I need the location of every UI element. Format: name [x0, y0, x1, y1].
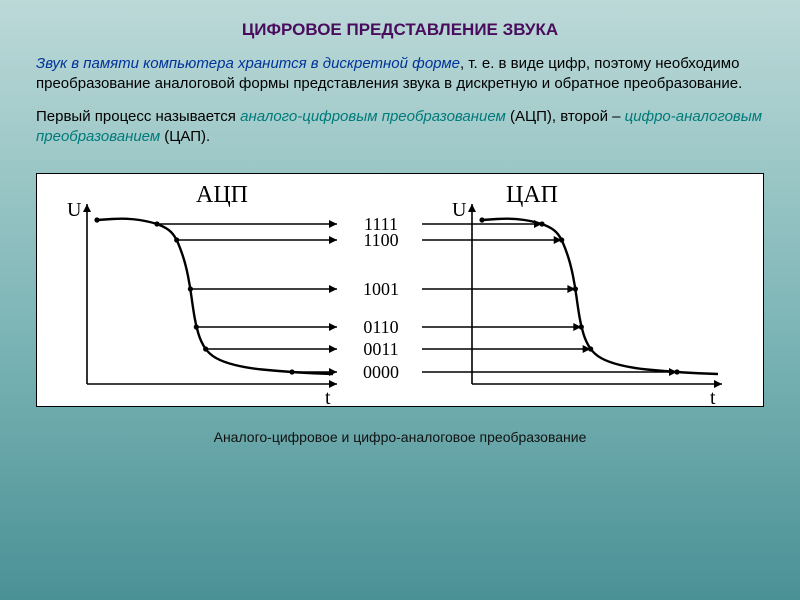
- svg-text:0011: 0011: [363, 339, 398, 359]
- svg-text:1100: 1100: [363, 230, 398, 250]
- figure-caption: Аналого-цифровое и цифро-аналоговое прео…: [36, 429, 764, 445]
- svg-text:1001: 1001: [363, 279, 399, 299]
- svg-text:U: U: [67, 199, 82, 221]
- para2-s1: Первый процесс называется: [36, 108, 240, 125]
- adc-dac-diagram: UtUtАЦПЦАП111111001001011000110000: [37, 174, 763, 406]
- svg-text:t: t: [710, 387, 716, 406]
- svg-text:ЦАП: ЦАП: [506, 182, 558, 208]
- para2-s3: (ЦАП).: [160, 128, 210, 145]
- paragraph-2: Первый процесс называется аналого-цифров…: [36, 107, 764, 148]
- slide-title: ЦИФРОВОЕ ПРЕДСТАВЛЕНИЕ ЗВУКА: [36, 20, 764, 40]
- svg-text:U: U: [452, 199, 467, 221]
- para2-s2: (АЦП), второй –: [506, 108, 625, 125]
- svg-text:0000: 0000: [363, 362, 399, 382]
- svg-text:t: t: [325, 387, 331, 406]
- para1-emphasis: Звук в памяти компьютера хранится в диск…: [36, 55, 460, 72]
- diagram-figure: UtUtАЦПЦАП111111001001011000110000: [36, 173, 764, 407]
- paragraph-1: Звук в памяти компьютера хранится в диск…: [36, 54, 764, 95]
- slide-root: ЦИФРОВОЕ ПРЕДСТАВЛЕНИЕ ЗВУКА Звук в памя…: [0, 0, 800, 600]
- para2-em1: аналого-цифровым преобразованием: [240, 108, 506, 125]
- svg-text:АЦП: АЦП: [196, 182, 248, 208]
- svg-text:0110: 0110: [363, 317, 398, 337]
